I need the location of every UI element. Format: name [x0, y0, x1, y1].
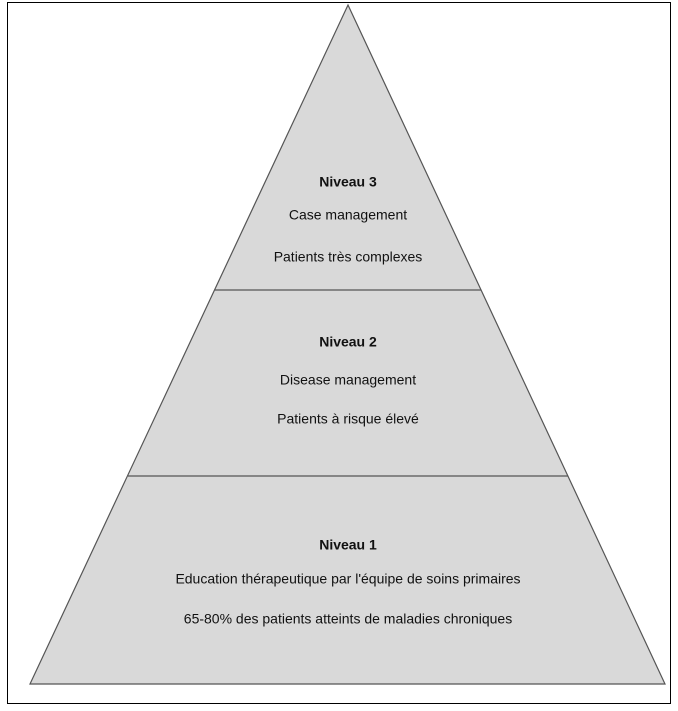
pyramid: [29, 3, 666, 685]
level-text: Case management: [289, 207, 407, 223]
level-title: Niveau 2: [319, 334, 377, 350]
level-title: Niveau 3: [319, 174, 377, 190]
level-text: 65-80% des patients atteints de maladies…: [184, 611, 512, 627]
level-title: Niveau 1: [319, 537, 377, 553]
level-text: Patients à risque élevé: [277, 411, 419, 427]
level-text: Patients très complexes: [274, 249, 423, 265]
level-text: Education thérapeutique par l'équipe de …: [175, 571, 520, 587]
level-text: Disease management: [280, 372, 416, 388]
